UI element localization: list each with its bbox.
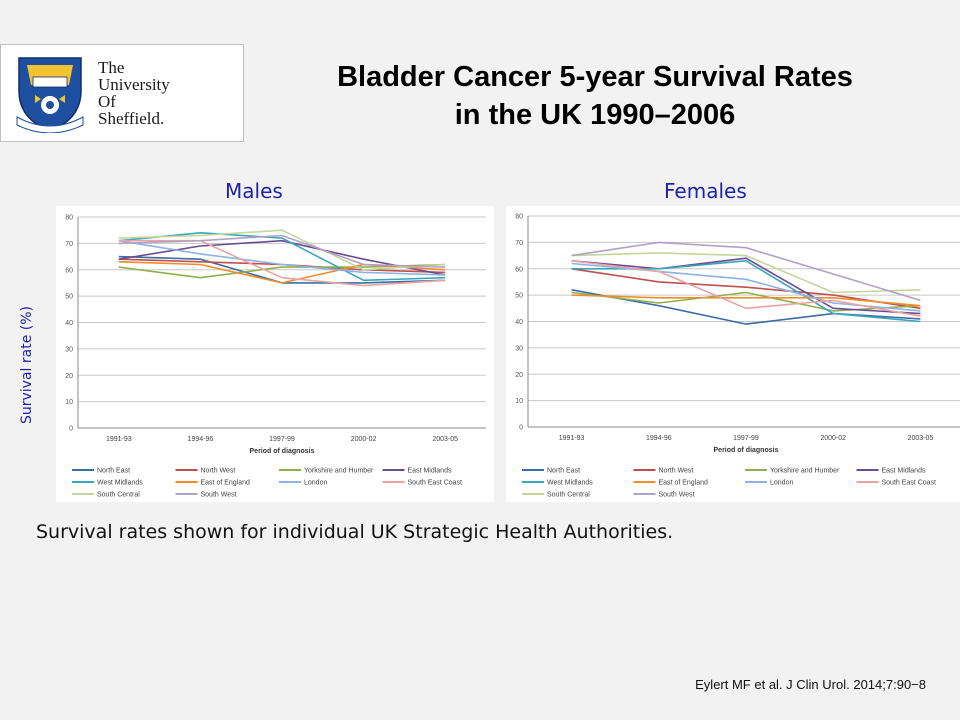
males-x-tick-label: 2000-02 xyxy=(351,436,377,443)
slide-title-line2: in the UK 1990–2006 xyxy=(454,99,736,131)
slide-title-line1: Bladder Cancer 5-year Survival Rates xyxy=(337,61,853,93)
males-y-tick-label: 30 xyxy=(65,346,73,353)
males-legend-label: West Midlands xyxy=(97,480,143,487)
females-panel-label: Females xyxy=(664,179,747,203)
logo-text-line1: The xyxy=(98,58,125,77)
females-x-tick-label: 2000-02 xyxy=(820,435,846,442)
males-x-axis-label: Period of diagnosis xyxy=(250,448,315,455)
y-axis-label-text: Survival rate (%) xyxy=(19,305,35,425)
females-legend-label: North West xyxy=(659,468,694,475)
males-chart: 0 10 20 30 40 50 60 70 80 1991-93 1994-96 1997-99 20… xyxy=(56,206,494,502)
males-x-tick-label: 1991-93 xyxy=(106,436,132,443)
females-legend-label: South Central xyxy=(547,492,590,499)
males-series-line xyxy=(118,231,446,282)
y-axis-label: Survival rate (%) xyxy=(6,300,48,430)
males-y-tick-label: 80 xyxy=(65,215,73,222)
males-y-tick-label: 0 xyxy=(69,426,73,433)
males-x-tick-label: 1994-96 xyxy=(188,436,214,443)
university-logo: The University Of Sheffield. xyxy=(0,44,244,142)
females-legend-label: South East Coast xyxy=(882,480,937,487)
females-legend-label: London xyxy=(770,480,793,487)
females-x-tick-label: 1994-96 xyxy=(646,435,672,442)
females-series-line xyxy=(571,257,921,315)
females-series-line xyxy=(571,291,921,312)
males-legend-label: East of England xyxy=(201,480,251,487)
males-legend-label: East Midlands xyxy=(408,468,452,475)
females-y-tick-label: 10 xyxy=(515,398,523,405)
males-legend-label: South East Coast xyxy=(408,480,463,487)
males-y-tick-label: 10 xyxy=(65,399,73,406)
females-y-tick-label: 60 xyxy=(515,266,523,273)
males-y-tick-label: 70 xyxy=(65,241,73,248)
males-legend-label: South Central xyxy=(97,492,140,499)
females-series-line xyxy=(571,294,921,307)
females-chart-svg: 0 10 20 30 40 50 60 70 80 1991-93 1994-96 1997-99 20… xyxy=(515,214,960,499)
females-y-tick-label: 30 xyxy=(515,345,523,352)
males-series-line xyxy=(118,261,446,284)
males-series-line xyxy=(118,239,446,276)
females-y-tick-label: 40 xyxy=(515,319,523,326)
females-y-tick-label: 80 xyxy=(515,214,523,221)
citation: Eylert MF et al. J Clin Urol. 2014;7:90−… xyxy=(695,677,926,692)
females-y-tick-label: 0 xyxy=(519,425,523,432)
males-chart-svg: 0 10 20 30 40 50 60 70 80 1991-93 1994-96 1997-99 20… xyxy=(65,215,486,499)
females-series-line xyxy=(571,289,921,325)
males-y-tick-label: 60 xyxy=(65,267,73,274)
males-series-line xyxy=(118,234,446,268)
females-series-line xyxy=(571,241,921,302)
slide-title: Bladder Cancer 5-year Survival Rates in … xyxy=(250,58,940,134)
females-y-tick-label: 50 xyxy=(515,293,523,300)
males-legend-label: North East xyxy=(97,468,130,475)
logo-text-line4: Sheffield. xyxy=(98,109,165,128)
females-y-tick-label: 20 xyxy=(515,372,523,379)
females-y-tick-label: 70 xyxy=(515,240,523,247)
females-legend-label: West Midlands xyxy=(547,480,593,487)
females-legend-label: East Midlands xyxy=(882,468,926,475)
males-series-line xyxy=(118,229,446,271)
males-panel-label: Males xyxy=(225,179,283,203)
males-y-tick-label: 20 xyxy=(65,373,73,380)
males-y-tick-label: 40 xyxy=(65,320,73,327)
females-legend-label: Yorkshire and Humber xyxy=(770,468,840,475)
females-series-line xyxy=(571,268,921,310)
females-x-tick-label: 1997-99 xyxy=(733,435,759,442)
females-legend-label: East of England xyxy=(659,480,709,487)
males-legend-label: South West xyxy=(201,492,237,499)
females-series-line xyxy=(571,260,921,317)
logo-text-line3: Of xyxy=(98,92,116,111)
males-legend-label: Yorkshire and Humber xyxy=(304,468,374,475)
university-crest-icon xyxy=(16,57,84,133)
males-series-line xyxy=(118,239,446,276)
females-series-line xyxy=(571,252,921,294)
females-chart: 0 10 20 30 40 50 60 70 80 1991-93 1994-96 1997-99 20… xyxy=(506,206,960,502)
slide-caption: Survival rates shown for individual UK S… xyxy=(36,521,674,543)
females-legend-label: South West xyxy=(659,492,695,499)
logo-text-line2: University xyxy=(98,75,170,94)
males-series-line xyxy=(118,239,446,287)
males-y-tick-label: 50 xyxy=(65,294,73,301)
females-legend-label: North East xyxy=(547,468,580,475)
males-legend-label: North West xyxy=(201,468,236,475)
females-x-tick-label: 1991-93 xyxy=(559,435,585,442)
males-x-tick-label: 2003-05 xyxy=(432,436,458,443)
males-x-tick-label: 1997-99 xyxy=(269,436,295,443)
females-x-tick-label: 2003-05 xyxy=(908,435,934,442)
females-x-axis-label: Period of diagnosis xyxy=(714,447,779,454)
males-legend-label: London xyxy=(304,480,327,487)
